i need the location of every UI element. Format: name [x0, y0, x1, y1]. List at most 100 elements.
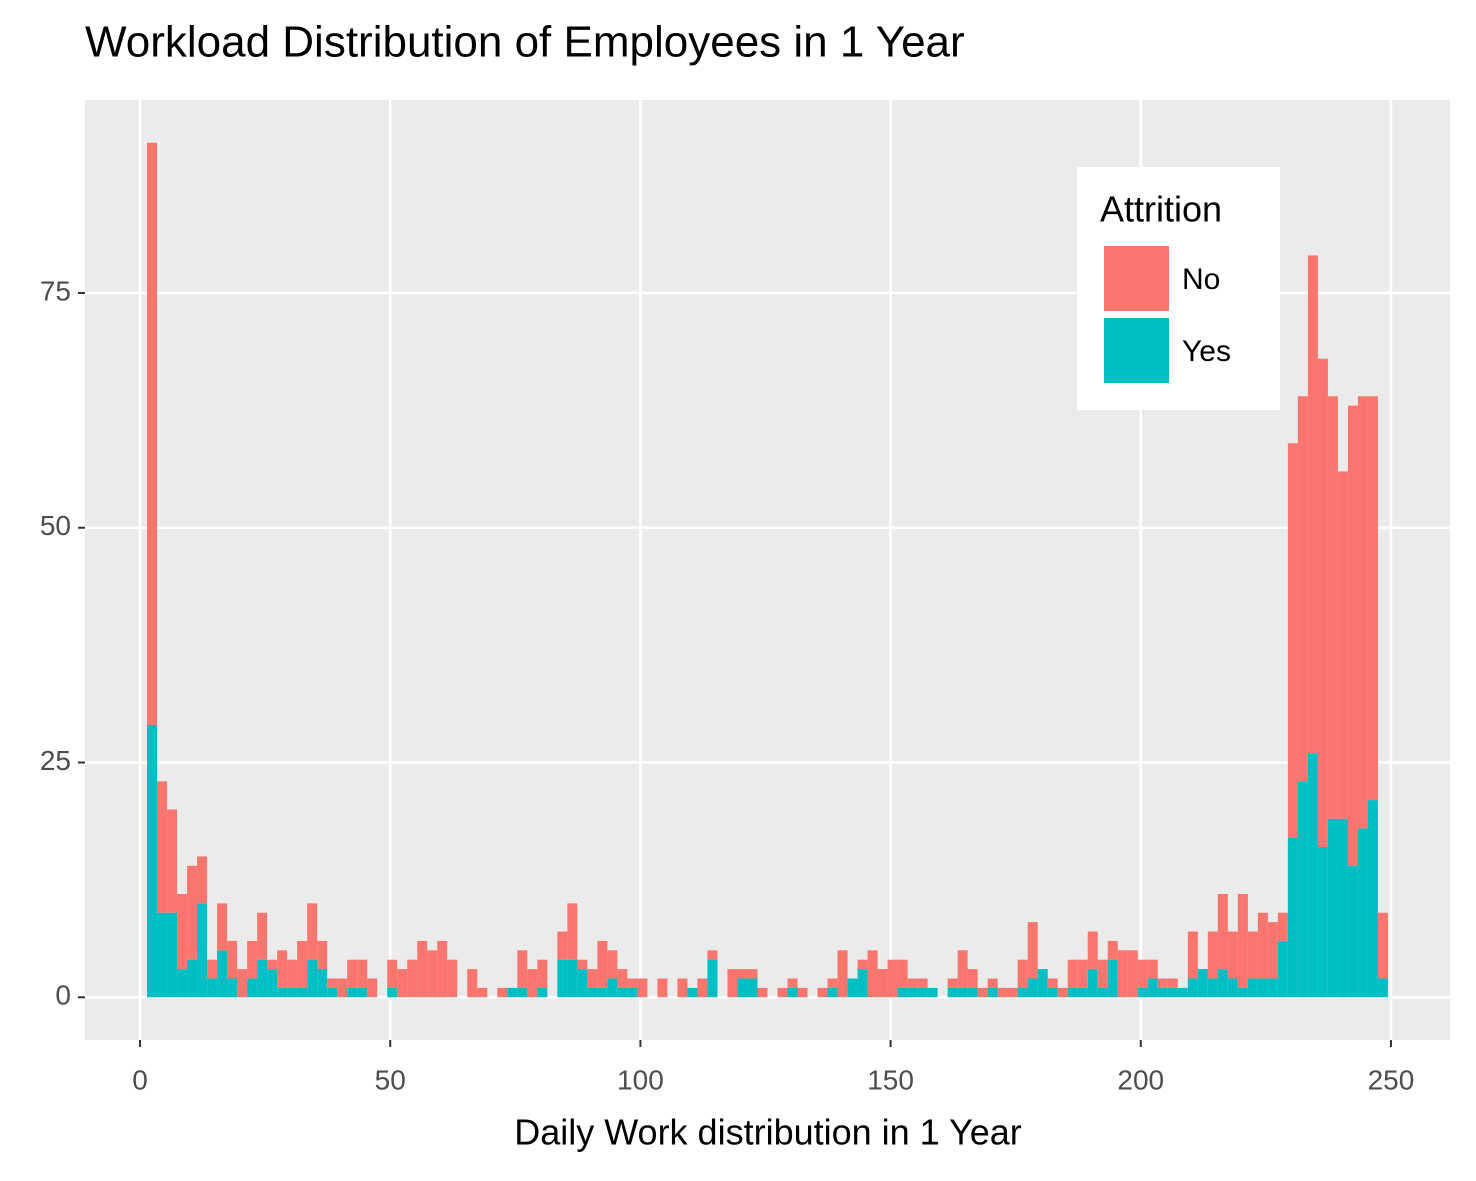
legend-label: No	[1182, 263, 1220, 296]
bar	[187, 865, 198, 960]
bar	[1117, 950, 1128, 998]
bar	[597, 940, 608, 988]
bar	[1097, 987, 1108, 998]
bar	[617, 969, 628, 988]
bar	[1127, 950, 1138, 998]
bar	[247, 978, 258, 998]
bar	[887, 959, 898, 998]
bar	[517, 987, 528, 998]
bar	[587, 969, 598, 988]
bar	[327, 987, 338, 998]
bar	[1157, 987, 1168, 998]
bar	[637, 978, 648, 998]
bar	[307, 959, 318, 998]
bar	[1347, 405, 1358, 866]
bar	[1227, 978, 1238, 998]
bar	[747, 969, 758, 979]
bar	[277, 950, 288, 988]
bar	[1137, 987, 1148, 998]
x-tick-label: 50	[375, 1064, 406, 1095]
y-tick-label: 0	[55, 980, 71, 1011]
bar	[897, 959, 908, 988]
bar	[287, 959, 298, 988]
bar	[1067, 987, 1078, 998]
bar	[1187, 978, 1198, 998]
bar	[537, 987, 548, 998]
bar	[1277, 912, 1288, 941]
bar	[397, 969, 408, 998]
bar	[907, 978, 918, 988]
bar	[917, 987, 928, 998]
bar	[787, 987, 798, 998]
bar	[957, 950, 968, 988]
bar	[1017, 959, 1028, 988]
bar	[1167, 978, 1178, 988]
bar	[537, 959, 548, 988]
bar	[597, 987, 608, 998]
bar	[727, 969, 738, 998]
bar	[1277, 940, 1288, 998]
bar	[217, 903, 228, 951]
bar	[227, 978, 238, 998]
bar	[1327, 396, 1338, 819]
bar	[477, 987, 488, 998]
bar	[167, 809, 178, 913]
bar	[387, 959, 398, 988]
bar	[1197, 969, 1208, 998]
bar	[387, 987, 398, 998]
bar	[977, 987, 988, 998]
bar	[307, 903, 318, 960]
bar	[467, 969, 478, 998]
y-tick-label: 25	[40, 745, 71, 776]
bar	[227, 940, 238, 979]
bar	[437, 940, 448, 998]
bar	[627, 978, 638, 988]
chart-title: Workload Distribution of Employees in 1 …	[85, 18, 965, 67]
bar	[1247, 931, 1258, 979]
bar	[897, 987, 908, 998]
bar	[1207, 978, 1218, 998]
bar	[1367, 800, 1378, 998]
bar	[567, 959, 578, 998]
bar	[867, 950, 878, 998]
bar	[1367, 396, 1378, 801]
bar	[1057, 987, 1068, 998]
x-tick-label: 200	[1117, 1064, 1164, 1095]
bar	[287, 987, 298, 998]
bar	[677, 978, 688, 998]
bar	[1047, 978, 1058, 988]
bar	[1087, 931, 1098, 970]
bar	[147, 142, 158, 725]
bar	[347, 987, 358, 998]
bar	[757, 987, 768, 998]
bar	[1307, 753, 1318, 998]
bar	[177, 969, 188, 998]
bar	[787, 978, 798, 988]
bar	[267, 969, 278, 998]
bar	[1147, 978, 1158, 998]
bar	[257, 959, 268, 998]
legend-key	[1104, 318, 1169, 383]
bar	[927, 987, 938, 998]
bar	[317, 940, 328, 970]
bar	[1017, 987, 1028, 998]
bar	[267, 959, 278, 970]
bar	[197, 903, 208, 998]
bar	[967, 987, 978, 998]
bar	[1327, 818, 1338, 998]
bar	[687, 987, 698, 998]
bar	[847, 978, 858, 998]
legend-label: Yes	[1182, 335, 1231, 368]
bar	[157, 912, 168, 998]
bar	[997, 987, 1008, 998]
bar	[1027, 978, 1038, 998]
bar	[1107, 959, 1118, 998]
bar	[327, 978, 338, 988]
bar	[317, 969, 328, 998]
bar	[1217, 969, 1228, 998]
bar	[167, 912, 178, 998]
bar	[797, 987, 808, 998]
bar	[697, 978, 708, 998]
bar	[747, 978, 758, 998]
